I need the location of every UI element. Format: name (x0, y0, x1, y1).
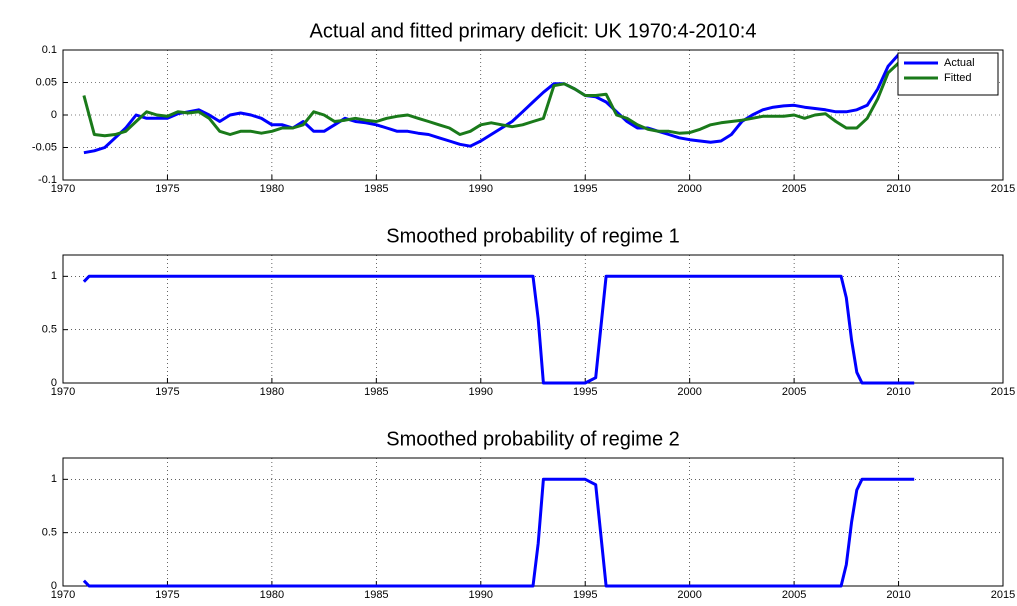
x-tick-label: 2015 (991, 183, 1015, 195)
x-tick-label: 1980 (260, 386, 284, 398)
x-tick-label: 1990 (469, 386, 493, 398)
x-tick-label: 2015 (991, 589, 1015, 601)
x-tick-label: 1985 (364, 183, 388, 195)
y-tick-label: 0.5 (42, 324, 57, 336)
x-tick-label: 1985 (364, 386, 388, 398)
chart-title: Smoothed probability of regime 1 (386, 225, 680, 247)
x-tick-label: 1975 (155, 589, 179, 601)
y-tick-label: 0.1 (42, 44, 57, 56)
x-tick-label: 1970 (51, 386, 75, 398)
x-tick-label: 1980 (260, 183, 284, 195)
x-tick-label: 2005 (782, 589, 806, 601)
y-tick-label: -0.05 (32, 141, 57, 153)
x-tick-label: 1995 (573, 589, 597, 601)
x-tick-label: 1995 (573, 386, 597, 398)
x-tick-label: 1985 (364, 589, 388, 601)
plot-area (63, 255, 1003, 383)
x-tick-label: 2000 (677, 386, 701, 398)
line-series (82, 477, 915, 588)
x-tick-label: 2000 (677, 183, 701, 195)
x-tick-label: 1990 (469, 589, 493, 601)
x-tick-label: 2005 (782, 386, 806, 398)
chart-title: Smoothed probability of regime 2 (386, 428, 680, 450)
y-tick-label: 1 (51, 270, 57, 282)
x-tick-label: 1995 (573, 183, 597, 195)
y-tick-label: 0.05 (36, 76, 57, 88)
x-tick-label: 1980 (260, 589, 284, 601)
x-tick-label: 2010 (886, 589, 910, 601)
axes-box (62, 49, 1004, 181)
y-tick-label: 1 (51, 473, 57, 485)
legend (897, 52, 999, 96)
x-tick-label: 1990 (469, 183, 493, 195)
legend-label: Fitted (944, 72, 972, 84)
line-series (82, 274, 915, 385)
y-tick-label: 0 (51, 580, 57, 592)
x-tick-label: 1975 (155, 183, 179, 195)
x-tick-label: 1970 (51, 183, 75, 195)
chart-title: Actual and fitted primary deficit: UK 19… (310, 20, 757, 42)
line-series (83, 53, 910, 155)
x-tick-label: 2015 (991, 386, 1015, 398)
line-series (82, 58, 910, 138)
y-tick-label: 0 (51, 109, 57, 121)
y-tick-label: -0.1 (38, 174, 57, 186)
y-tick-label: 0.5 (42, 527, 57, 539)
x-tick-label: 2000 (677, 589, 701, 601)
axes-box (62, 254, 1004, 384)
x-tick-label: 2010 (886, 183, 910, 195)
x-tick-label: 1970 (51, 589, 75, 601)
x-tick-label: 1975 (155, 386, 179, 398)
plot-area (63, 458, 1003, 586)
x-tick-label: 2010 (886, 386, 910, 398)
y-tick-label: 0 (51, 377, 57, 389)
x-tick-label: 2005 (782, 183, 806, 195)
legend-label: Actual (944, 57, 975, 69)
